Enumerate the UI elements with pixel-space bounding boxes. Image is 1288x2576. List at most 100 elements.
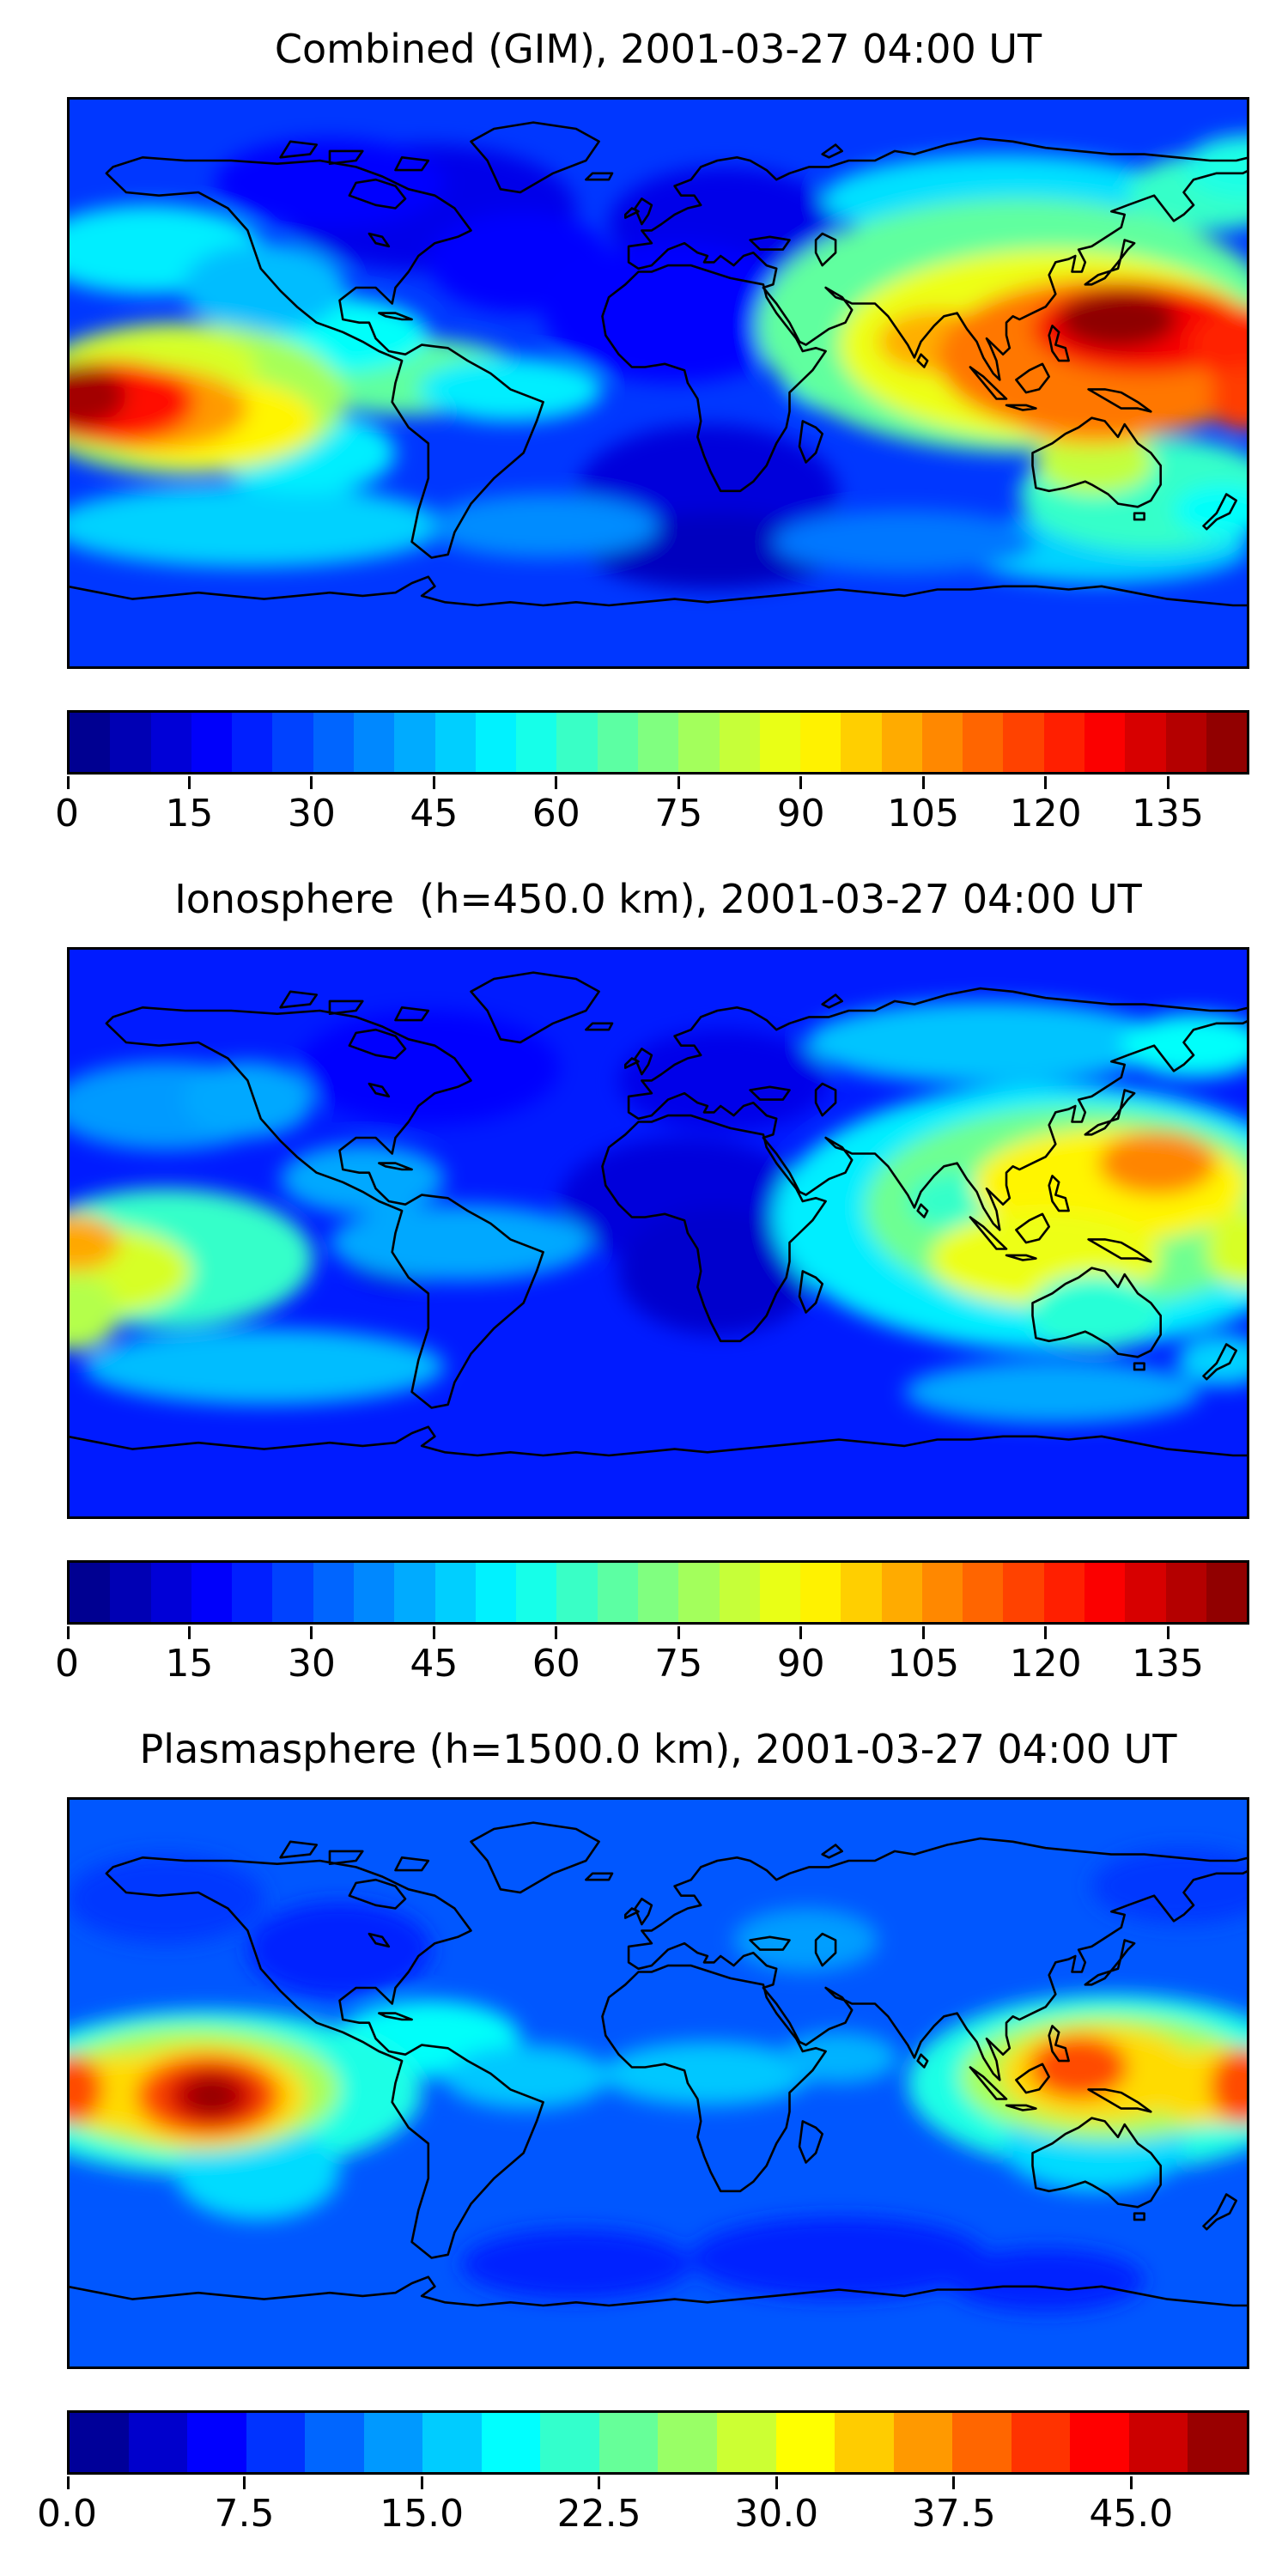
colorbar-tick bbox=[1044, 1626, 1048, 1639]
colorbar-segment bbox=[305, 2413, 364, 2472]
colorbar-tick-label: 120 bbox=[1009, 1642, 1082, 1686]
contour-blob bbox=[1210, 2048, 1249, 2125]
colorbar-tick-label: 45 bbox=[410, 792, 459, 835]
colorbar-segment bbox=[597, 713, 638, 772]
colorbar-segment bbox=[881, 713, 922, 772]
panel-title: Plasmasphere (h=1500.0 km), 2001-03-27 0… bbox=[139, 1726, 1177, 1772]
colorbar-segment bbox=[556, 1563, 598, 1622]
colorbar-tick bbox=[799, 1626, 803, 1639]
contour-blob bbox=[181, 243, 347, 332]
contour-blob bbox=[1206, 1211, 1249, 1287]
colorbar-segment bbox=[1125, 713, 1166, 772]
contour-blob bbox=[947, 2248, 1145, 2312]
map-frame bbox=[67, 1797, 1249, 2369]
panel-title: Combined (GIM), 2001-03-27 04:00 UT bbox=[274, 26, 1042, 72]
colorbar-tick bbox=[1166, 1626, 1170, 1639]
colorbar-segment bbox=[921, 713, 963, 772]
colorbar-segment bbox=[481, 2413, 541, 2472]
colorbar-segment bbox=[313, 1563, 354, 1622]
coastlines bbox=[67, 971, 1249, 1457]
colorbar-segment bbox=[434, 1563, 476, 1622]
colorbar bbox=[67, 2410, 1249, 2475]
colorbar-tick-label: 60 bbox=[532, 792, 580, 835]
colorbar-tick-label: 15 bbox=[165, 1642, 214, 1686]
panel-plasmasphere: Plasmasphere (h=1500.0 km), 2001-03-27 0… bbox=[0, 1700, 1288, 2550]
contour-blob bbox=[296, 1011, 560, 1126]
contour-blob bbox=[247, 1902, 432, 1998]
contour-blob bbox=[618, 1030, 829, 1132]
colorbar-tick bbox=[1129, 2476, 1133, 2489]
colorbar-ticks: 0.0 7.5 15.0 22.5 30.0 37.5 45.0 bbox=[37, 2475, 1249, 2552]
colorbar-segment bbox=[1011, 2413, 1071, 2472]
contour-blob bbox=[67, 484, 445, 568]
colorbar-segment bbox=[1003, 713, 1044, 772]
colorbar-segment bbox=[187, 2413, 246, 2472]
coastlines bbox=[67, 1821, 1249, 2307]
colorbar-segment bbox=[1165, 1563, 1206, 1622]
colorbar-segment bbox=[232, 713, 273, 772]
colorbar-tick-label: 7.5 bbox=[214, 2492, 275, 2536]
colorbar-tick bbox=[310, 1626, 313, 1639]
colorbar-segment bbox=[963, 1563, 1004, 1622]
colorbar-segment bbox=[128, 2413, 188, 2472]
colorbar-tick bbox=[952, 2476, 956, 2489]
colorbar-segment bbox=[1003, 1563, 1044, 1622]
contour-blob bbox=[1036, 430, 1155, 495]
colorbar-segment bbox=[1043, 713, 1085, 772]
colorbar-tick bbox=[1166, 776, 1170, 789]
colorbar-segment bbox=[1084, 1563, 1126, 1622]
colorbar-segment bbox=[719, 1563, 760, 1622]
colorbar-tick bbox=[187, 776, 191, 789]
colorbar-segment bbox=[637, 1563, 679, 1622]
colorbar-tick-label: 120 bbox=[1009, 792, 1082, 835]
colorbar-tick-label: 105 bbox=[887, 792, 960, 835]
contour-blob bbox=[543, 243, 806, 383]
contour-blob bbox=[67, 363, 126, 428]
colorbar-tick-label: 22.5 bbox=[556, 2492, 641, 2536]
colorbar-segment bbox=[759, 1563, 801, 1622]
colorbar-tick bbox=[598, 2476, 601, 2489]
colorbar-segments bbox=[70, 713, 1248, 772]
colorbar-segment bbox=[678, 1563, 720, 1622]
coastlines bbox=[67, 121, 1249, 607]
colorbar-segment bbox=[841, 1563, 882, 1622]
colorbar-segment bbox=[881, 1563, 922, 1622]
world-map-plasmasphere bbox=[67, 1797, 1249, 2369]
colorbar-tick-label: 0 bbox=[55, 792, 79, 835]
map-frame bbox=[67, 97, 1249, 669]
colorbar-tick-label: 75 bbox=[654, 792, 703, 835]
colorbar-segment bbox=[353, 713, 395, 772]
colorbar-ticks: 0 15 30 45 60 75 90 105 120 135 bbox=[55, 775, 1249, 852]
colorbar-segment bbox=[835, 2413, 894, 2472]
colorbar-tick bbox=[243, 2476, 246, 2489]
colorbar-tick-label: 75 bbox=[654, 1642, 703, 1686]
colorbar-segment bbox=[272, 1563, 313, 1622]
colorbar-tick bbox=[310, 776, 313, 789]
colorbar-tick-label: 30 bbox=[287, 792, 336, 835]
colorbar bbox=[67, 710, 1249, 775]
colorbar-tick bbox=[677, 776, 680, 789]
colorbar-tick-label: 15.0 bbox=[380, 2492, 465, 2536]
colorbar-segment bbox=[658, 2413, 718, 2472]
colorbar-segment bbox=[110, 1563, 151, 1622]
colorbar-tick-label: 90 bbox=[776, 792, 825, 835]
colorbar-segment bbox=[540, 2413, 599, 2472]
colorbar-segment bbox=[719, 713, 760, 772]
contour-field bbox=[67, 1848, 1249, 2312]
colorbar-segment bbox=[556, 713, 598, 772]
colorbar-tick-label: 135 bbox=[1132, 1642, 1205, 1686]
colorbar-segment bbox=[637, 713, 679, 772]
map-frame bbox=[67, 947, 1249, 1519]
colorbar-segment bbox=[952, 2413, 1012, 2472]
colorbar-segments bbox=[70, 2413, 1247, 2472]
colorbar-tick-label: 135 bbox=[1132, 792, 1205, 835]
colorbar-segment bbox=[150, 713, 191, 772]
colorbar-segment bbox=[353, 1563, 395, 1622]
colorbar-segment bbox=[313, 713, 354, 772]
colorbar-tick-label: 0.0 bbox=[37, 2492, 97, 2536]
colorbar-tick-label: 0 bbox=[55, 1642, 79, 1686]
colorbar-tick-label: 90 bbox=[776, 1642, 825, 1686]
colorbar-tick bbox=[799, 776, 803, 789]
colorbar bbox=[67, 1560, 1249, 1625]
contour-blob bbox=[904, 1360, 1200, 1424]
